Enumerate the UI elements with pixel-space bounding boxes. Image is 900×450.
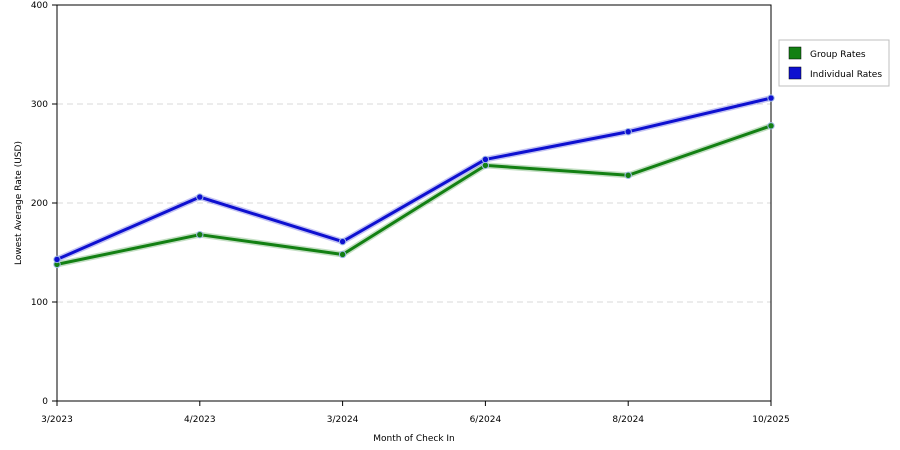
- individual-rates-point: [481, 155, 490, 164]
- y-tick-label: 400: [31, 1, 48, 11]
- group-rates-point: [767, 122, 775, 130]
- group-rates-point: [624, 171, 632, 179]
- x-tick-label: 6/2024: [470, 415, 502, 425]
- x-tick-label: 3/2023: [41, 415, 73, 425]
- grid-lines: [57, 103, 771, 303]
- legend: Group Rates Individual Rates: [778, 39, 890, 87]
- individual-rates-line: [56, 96, 772, 261]
- y-tick-label: 300: [31, 100, 48, 110]
- group-rates-point: [481, 161, 490, 170]
- legend-label-individual-rates: Individual Rates: [810, 70, 882, 80]
- group-rates-line: [56, 124, 772, 266]
- group-rates-point: [338, 250, 347, 259]
- individual-rates-point: [196, 193, 204, 201]
- x-tick-label: 8/2024: [612, 415, 644, 425]
- individual-rates-point: [767, 94, 775, 102]
- y-tick-label: 100: [31, 298, 48, 308]
- y-tick-label: 200: [31, 199, 48, 209]
- legend-swatch-individual-rates: [788, 66, 802, 80]
- individual-rates-point: [624, 128, 632, 136]
- x-tick-label: 4/2023: [184, 415, 216, 425]
- series-lines: [55, 95, 772, 268]
- legend-label-group-rates: Group Rates: [810, 50, 866, 60]
- legend-swatch-group-rates: [788, 46, 802, 60]
- x-axis-title: Month of Check In: [373, 434, 455, 444]
- individual-rates-point: [338, 237, 347, 246]
- y-axis-title: Lowest Average Rate (USD): [14, 141, 24, 265]
- group-rates-point: [196, 230, 204, 239]
- x-axis-ticks: 3/2023 4/2023 3/2024 6/2024 8/2024 10/2025: [41, 401, 790, 425]
- y-tick-label: 0: [42, 397, 48, 407]
- individual-rates-point: [53, 255, 61, 264]
- y-axis-ticks: 0 100 200 300 400: [31, 1, 57, 407]
- x-tick-label: 10/2025: [752, 415, 789, 425]
- x-tick-label: 3/2024: [327, 415, 359, 425]
- series-points: [53, 94, 775, 269]
